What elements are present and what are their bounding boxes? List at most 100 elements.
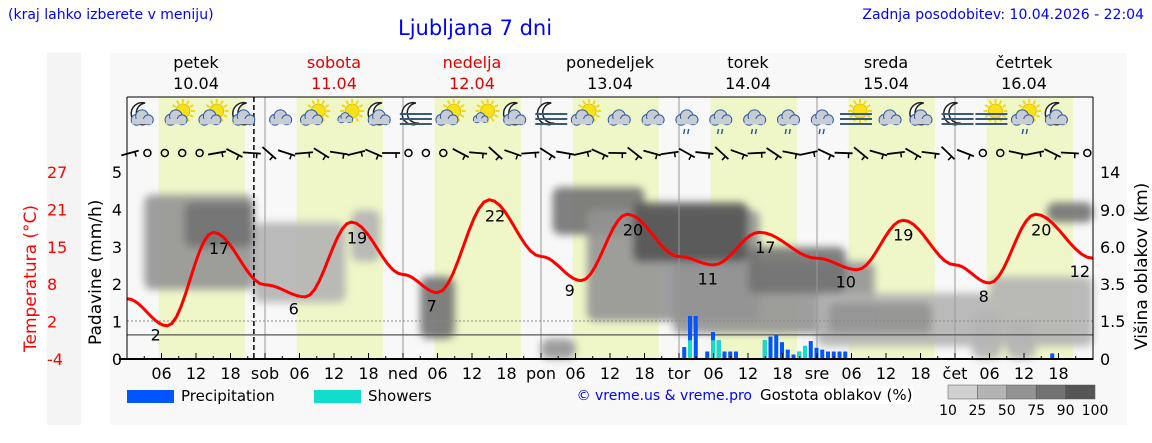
wind-shaft <box>1026 150 1045 156</box>
sun-ray <box>984 104 990 108</box>
wind-feather <box>568 153 571 159</box>
x-tick-label: 12 <box>1014 364 1034 383</box>
cloud-shape <box>503 109 527 126</box>
wind-barb-icon <box>627 146 643 161</box>
sun-ray <box>863 100 867 105</box>
cloud-base <box>744 118 765 125</box>
wind-barb-icon <box>904 147 922 161</box>
density-legend-swatch <box>1035 384 1066 400</box>
wind-feather <box>934 153 937 159</box>
wind-barb-icon <box>313 147 330 161</box>
wind-calm-icon <box>439 148 448 158</box>
wind-feather <box>360 151 364 157</box>
cloud-drizzle-icon <box>709 109 733 135</box>
wind-barb-icon <box>591 148 609 160</box>
sun-ray <box>205 104 211 108</box>
drizzle-drop <box>784 128 788 135</box>
temperature-tick-label: 21 <box>47 200 67 219</box>
sun-ray <box>189 114 194 118</box>
day-date: 16.04 <box>1001 74 1047 93</box>
wind-barb-icon <box>208 150 227 158</box>
cloud-base <box>165 118 186 125</box>
wind-barb-icon <box>766 147 782 161</box>
wind-shaft <box>591 148 609 158</box>
sun-ray <box>493 114 499 118</box>
precipitation-bar <box>688 315 692 359</box>
sun-ray <box>1022 100 1027 105</box>
day-date: 10.04 <box>173 74 219 93</box>
sun-cloud-icon <box>435 99 466 126</box>
sun-ray <box>849 114 854 118</box>
day-date: 14.04 <box>725 74 771 93</box>
temperature-label: 2 <box>151 326 161 345</box>
wind-barb-icon <box>886 151 905 158</box>
wind-barb-icon <box>452 147 470 161</box>
wind-calm-icon <box>1083 148 1092 158</box>
temperature-label: 22 <box>485 206 505 225</box>
wind-feather <box>654 154 658 160</box>
cloud-shape <box>709 109 733 126</box>
drizzle-drop <box>686 128 690 135</box>
credit-link[interactable]: © vreme.us & vreme.pro <box>576 388 752 404</box>
temperature-label: 20 <box>1031 220 1051 239</box>
wind-shaft <box>886 151 905 155</box>
temperature-label: 17 <box>755 238 775 257</box>
wind-shaft <box>834 151 853 155</box>
sun-ray <box>223 104 228 108</box>
wind-barb-icon <box>469 151 488 159</box>
sun-ray <box>456 100 461 105</box>
wind-shaft <box>313 147 330 159</box>
drizzle-drop <box>822 128 825 135</box>
sun-cloud-icon <box>570 99 602 126</box>
wind-barb-icon <box>660 150 679 158</box>
cloud-base <box>301 118 322 125</box>
wind-shaft <box>678 147 696 159</box>
day-name: sobota <box>306 53 362 72</box>
cloud-base <box>710 118 731 125</box>
temperature-label: 19 <box>347 229 367 248</box>
day-header-1: sobota 11.04 <box>265 52 403 94</box>
cloud-blob <box>541 338 576 359</box>
wind-feather <box>1020 153 1024 160</box>
sun-ray <box>355 117 360 122</box>
wind-feather <box>548 155 553 161</box>
cloud-shape <box>909 109 933 126</box>
cloud-density-layer <box>144 187 1093 359</box>
sun-ray <box>175 100 180 105</box>
x-tick-label: 12 <box>738 364 758 383</box>
x-tick-label: 06 <box>979 364 999 383</box>
location-hint[interactable]: (kraj lahko izberete v meniju) <box>8 7 214 23</box>
drizzle-drop <box>750 128 754 135</box>
wind-feather <box>221 152 224 158</box>
moon-cloud-icon <box>130 101 154 126</box>
wind-shaft <box>730 149 748 157</box>
sun-ray <box>1018 104 1023 108</box>
wind-barb-icon <box>556 150 575 159</box>
wind-feather <box>900 152 903 158</box>
density-legend-tick: 25 <box>968 403 986 419</box>
cloud-base <box>199 118 220 125</box>
wind-barb-icon <box>261 146 277 161</box>
sun-ray <box>582 100 587 105</box>
precipitation-bar <box>785 349 790 359</box>
wind-shaft <box>921 151 940 155</box>
x-tick-label: 18 <box>1048 364 1068 383</box>
wind-shaft <box>226 148 243 158</box>
x-tick-label: 06 <box>289 364 309 383</box>
wind-shaft <box>956 148 975 158</box>
wind-barb-icon <box>956 148 975 160</box>
day-date: 15.04 <box>863 74 909 93</box>
sun-ray <box>984 114 990 118</box>
sun-ray <box>358 104 364 108</box>
wind-feather <box>515 154 519 160</box>
wind-barb-icon <box>853 146 869 161</box>
moon-cloud-icon <box>1044 101 1068 126</box>
wind-shaft <box>782 150 801 156</box>
sun-ray <box>358 114 364 118</box>
cloud-base <box>233 118 254 125</box>
wind-feather <box>269 155 274 161</box>
wind-shaft <box>242 151 261 155</box>
drizzle-drop <box>1021 128 1025 135</box>
wind-calm-icon <box>421 148 431 158</box>
cloud-base <box>778 118 799 125</box>
